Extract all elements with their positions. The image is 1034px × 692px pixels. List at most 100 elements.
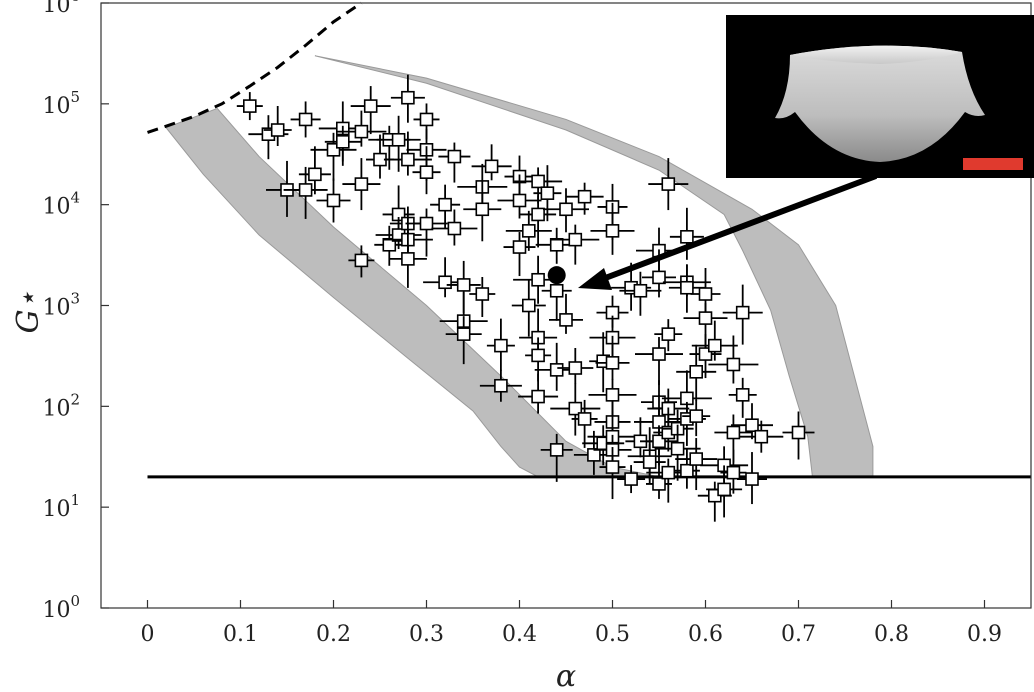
square-marker bbox=[298, 183, 313, 197]
square-marker bbox=[549, 237, 564, 252]
square-marker bbox=[521, 224, 536, 238]
square-marker bbox=[401, 90, 415, 105]
x-tick-label: 0.7 bbox=[781, 622, 816, 647]
data-point bbox=[700, 446, 749, 483]
y-axis-ticks: 100 101 102 103 104 105 106 bbox=[42, 0, 109, 623]
square-marker bbox=[354, 177, 369, 191]
data-point bbox=[412, 146, 441, 195]
square-marker bbox=[745, 472, 759, 486]
data-point bbox=[471, 144, 512, 181]
square-marker bbox=[456, 278, 471, 292]
data-point bbox=[668, 264, 705, 313]
square-marker bbox=[531, 174, 545, 189]
data-point bbox=[525, 337, 552, 382]
data-point bbox=[557, 347, 594, 384]
y-tick-label: 104 bbox=[42, 189, 80, 220]
square-marker bbox=[494, 338, 508, 353]
data-point bbox=[388, 231, 427, 288]
data-point bbox=[390, 74, 425, 123]
square-marker bbox=[438, 197, 452, 212]
data-point bbox=[540, 433, 573, 482]
data-point bbox=[782, 411, 815, 460]
data-point bbox=[590, 202, 635, 255]
square-marker bbox=[707, 338, 722, 353]
x-axis-ticks: 0 0.1 0.2 0.3 0.4 0.5 0.6 0.7 0.8 0.9 bbox=[141, 600, 1002, 647]
square-marker bbox=[531, 348, 545, 363]
pointer-arrow bbox=[578, 173, 878, 290]
square-marker bbox=[568, 232, 583, 247]
x-tick-label: 0.6 bbox=[688, 622, 723, 647]
data-point bbox=[518, 373, 559, 414]
square-marker bbox=[391, 132, 406, 147]
data-point bbox=[550, 383, 601, 436]
x-tick-label: 0.3 bbox=[409, 622, 444, 647]
square-marker bbox=[298, 112, 313, 127]
square-marker bbox=[419, 112, 434, 127]
data-point bbox=[520, 195, 557, 248]
y-tick-label: 106 bbox=[42, 0, 80, 18]
y-axis-label: G⋆ bbox=[11, 291, 46, 334]
data-point bbox=[263, 106, 292, 147]
inset-photo bbox=[726, 15, 1034, 178]
data-point bbox=[405, 208, 448, 257]
data-point bbox=[316, 178, 351, 223]
data-point bbox=[236, 92, 263, 121]
square-marker bbox=[661, 327, 676, 341]
square-marker bbox=[549, 443, 564, 457]
square-marker bbox=[577, 412, 592, 426]
data-point bbox=[383, 131, 432, 176]
square-marker bbox=[531, 389, 545, 404]
square-marker bbox=[680, 463, 694, 478]
square-marker bbox=[447, 221, 462, 236]
square-marker bbox=[605, 224, 620, 238]
square-marker bbox=[531, 207, 545, 222]
square-marker bbox=[605, 460, 620, 474]
square-marker bbox=[549, 283, 564, 298]
data-point bbox=[731, 403, 773, 440]
data-point bbox=[588, 378, 637, 423]
data-point bbox=[445, 316, 482, 365]
square-marker bbox=[540, 186, 555, 200]
square-marker bbox=[689, 452, 704, 466]
square-marker bbox=[354, 253, 369, 268]
square-marker bbox=[270, 123, 285, 137]
square-marker bbox=[475, 202, 490, 217]
dashed-bound-curve bbox=[147, 1, 363, 134]
y-tick-label: 103 bbox=[42, 290, 80, 321]
square-marker bbox=[652, 270, 666, 285]
data-point bbox=[342, 158, 381, 211]
square-marker bbox=[521, 298, 536, 313]
shell-top bbox=[790, 45, 962, 64]
data-point bbox=[283, 166, 328, 219]
data-point bbox=[430, 184, 461, 229]
y-tick-label: 101 bbox=[42, 491, 80, 522]
square-marker bbox=[661, 177, 676, 191]
data-point bbox=[446, 260, 481, 313]
y-tick-label: 105 bbox=[42, 88, 80, 119]
square-marker bbox=[717, 482, 731, 497]
x-tick-label: 0.4 bbox=[502, 622, 537, 647]
square-marker bbox=[735, 388, 750, 402]
square-marker bbox=[484, 159, 499, 174]
data-point bbox=[543, 188, 589, 233]
square-marker bbox=[652, 477, 666, 491]
square-marker bbox=[447, 149, 462, 164]
data-point bbox=[431, 209, 478, 246]
shaded-band-1 bbox=[165, 107, 660, 478]
data-point bbox=[290, 101, 321, 138]
data-point bbox=[708, 335, 759, 384]
data-point bbox=[549, 293, 583, 334]
data-point bbox=[463, 181, 502, 242]
data-point bbox=[737, 452, 767, 505]
data-point bbox=[617, 465, 646, 494]
data-point bbox=[706, 465, 743, 518]
data-point bbox=[635, 337, 683, 386]
data-point bbox=[298, 146, 331, 195]
data-point bbox=[728, 377, 757, 418]
square-marker bbox=[605, 388, 620, 402]
square-marker bbox=[735, 305, 750, 320]
data-point bbox=[479, 369, 522, 402]
square-marker bbox=[726, 425, 741, 440]
square-marker bbox=[308, 167, 322, 182]
